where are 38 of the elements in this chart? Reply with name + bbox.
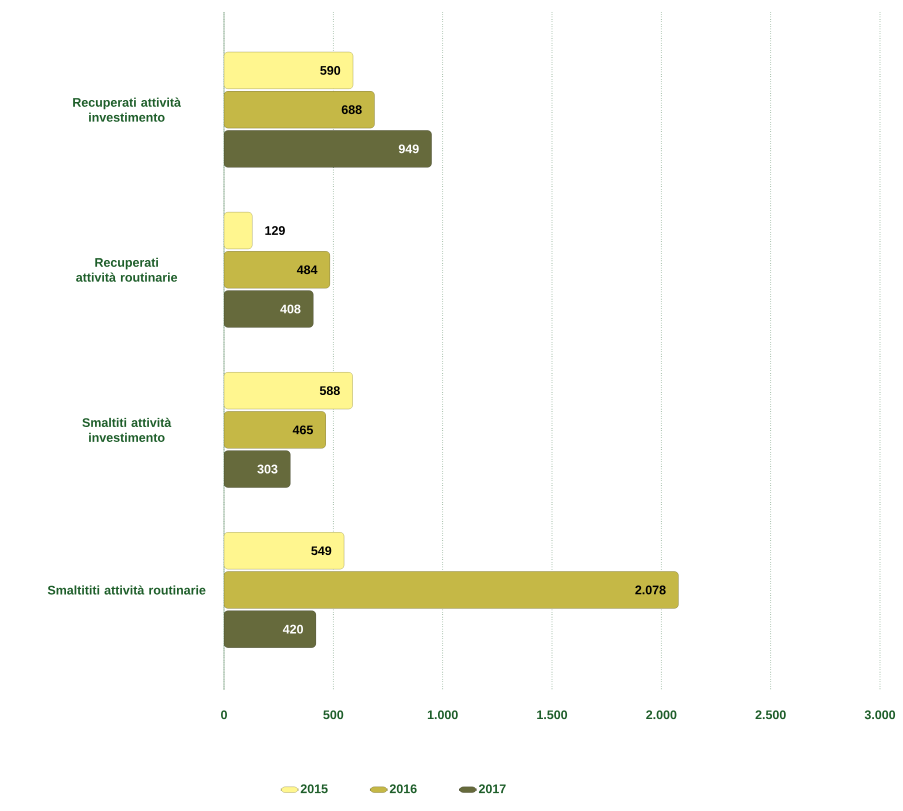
- data-label: 2.078: [635, 586, 666, 594]
- y-tick-label: Recuperati attività routinarie: [76, 258, 178, 282]
- data-label: 303: [257, 464, 278, 474]
- legend-label: 2015: [300, 784, 328, 794]
- data-label: 465: [292, 425, 313, 434]
- bar: [224, 450, 290, 488]
- data-label: 549: [311, 546, 332, 556]
- x-tick-label: 1.000: [428, 710, 458, 720]
- x-tick-label: 500: [323, 710, 344, 720]
- bar: [224, 610, 316, 648]
- x-tick-label: 2.500: [756, 710, 786, 720]
- legend-label: 2016: [390, 784, 417, 794]
- data-label: 129: [265, 226, 285, 235]
- data-label: 408: [280, 304, 300, 314]
- y-tick-label: Recuperati attività investimento: [73, 98, 181, 122]
- bar: [224, 52, 354, 90]
- bar: [224, 251, 330, 288]
- data-label: 484: [296, 265, 318, 274]
- bar: [224, 372, 353, 410]
- x-tick-label: 0: [221, 710, 227, 720]
- data-label: 588: [320, 386, 340, 396]
- data-label: 949: [398, 144, 419, 154]
- bar: [224, 532, 344, 570]
- y-tick-label: Smaltititi attività routinarie: [48, 585, 206, 595]
- bar: [224, 411, 326, 448]
- x-tick-label: 3.000: [864, 710, 896, 720]
- bar: [224, 571, 679, 609]
- data-label: 688: [342, 105, 362, 114]
- data-label: 420: [282, 624, 303, 634]
- y-tick-label: Smaltiti attività investimento: [82, 418, 172, 442]
- x-tick-label: 1.500: [537, 710, 568, 720]
- x-tick-label: 2.000: [646, 710, 676, 720]
- bar: [224, 91, 375, 128]
- bar: [224, 290, 314, 328]
- data-label: 590: [320, 66, 340, 75]
- bar: [224, 130, 432, 168]
- bar: [224, 212, 252, 250]
- legend-label: 2017: [478, 784, 506, 794]
